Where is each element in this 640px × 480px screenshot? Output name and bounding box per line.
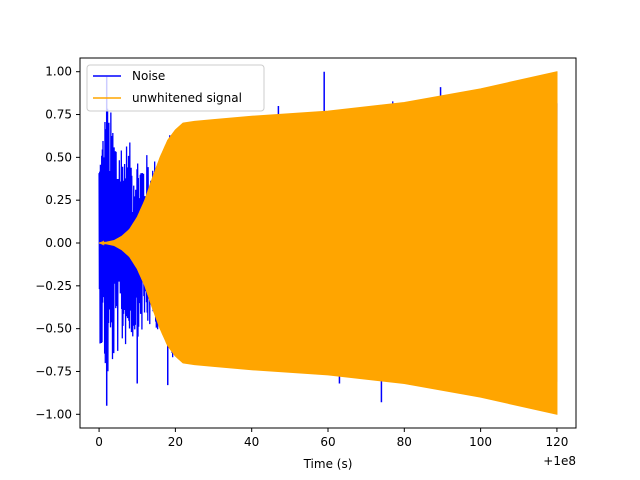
- x-tick-label: 60: [320, 435, 335, 449]
- legend-label-noise: Noise: [132, 69, 165, 83]
- x-tick-label: 0: [95, 435, 103, 449]
- y-axis: −1.00 −0.75 −0.50 −0.25 0.00 0.25 0.50 0.75 1.00: [35, 65, 80, 421]
- x-offset-label: +1e8: [543, 454, 576, 468]
- series-layer: [98, 71, 558, 415]
- y-tick-label: 1.00: [45, 65, 72, 79]
- y-tick-label: 0.50: [45, 150, 72, 164]
- legend: Noise unwhitened signal: [86, 64, 265, 112]
- legend-box: [86, 64, 265, 112]
- x-tick-label: 20: [168, 435, 183, 449]
- y-tick-label: 0.75: [45, 108, 72, 122]
- y-tick-label: −0.75: [35, 364, 72, 378]
- x-tick-label: 80: [397, 435, 412, 449]
- y-tick-label: 0.25: [45, 193, 72, 207]
- legend-label-signal: unwhitened signal: [132, 91, 242, 105]
- y-tick-label: 0.00: [45, 236, 72, 250]
- x-tick-label: 100: [469, 435, 492, 449]
- y-tick-label: −0.25: [35, 279, 72, 293]
- x-axis: 0 20 40 60 80 100 120: [95, 428, 568, 449]
- x-axis-label: Time (s): [303, 457, 353, 471]
- y-tick-label: −0.50: [35, 322, 72, 336]
- x-tick-label: 120: [545, 435, 568, 449]
- x-tick-label: 40: [244, 435, 259, 449]
- y-tick-label: −1.00: [35, 407, 72, 421]
- series-signal-fill: [99, 71, 558, 415]
